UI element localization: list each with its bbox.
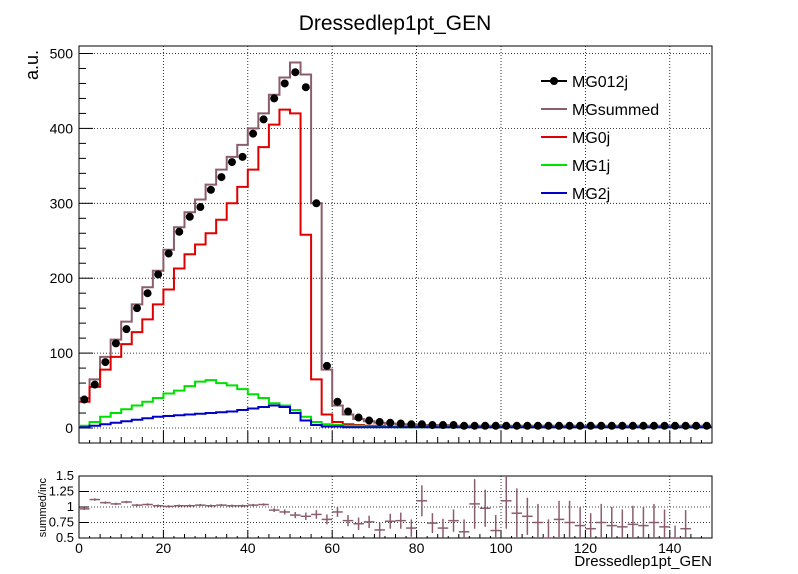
series-mg012j-point (291, 68, 300, 77)
legend-label-mg0j: MG0j (572, 130, 610, 147)
x-tick-label: 80 (409, 540, 425, 556)
y-axis-label: a.u. (22, 50, 42, 80)
series-mg012j-point (101, 358, 110, 367)
series-mg012j-point (354, 413, 363, 422)
x-tick-label: 120 (574, 540, 598, 556)
series-mg012j-point (586, 421, 595, 430)
series-mg012j-point (555, 421, 564, 430)
series-mg012j-point (460, 421, 469, 430)
series-mg012j-point (576, 421, 585, 430)
series-mg012j-point (607, 421, 616, 430)
series-mg012j-point (386, 418, 395, 427)
series-mg012j-point (681, 421, 690, 430)
ratio-y-tick-label: 1 (67, 499, 74, 514)
legend-label-mg012j: MG012j (572, 74, 628, 91)
series-mg1j-line (79, 379, 712, 429)
series-mg012j-point (344, 407, 353, 416)
x-tick-label: 60 (324, 540, 340, 556)
series-mg012j-point (322, 361, 331, 370)
y-tick-label: 100 (50, 345, 74, 361)
series-mg012j-point (597, 421, 606, 430)
ratio-y-axis-label: summed/inc (37, 478, 49, 538)
series-mg012j-point (449, 421, 458, 430)
series-mg012j-point (111, 339, 120, 348)
series-mg012j-point (639, 421, 648, 430)
y-tick-label: 200 (50, 270, 74, 286)
series-mg012j-point (618, 421, 627, 430)
series-mg012j-point (280, 79, 289, 88)
y-tick-label: 500 (50, 45, 74, 61)
series-mg012j-point (481, 421, 490, 430)
series-mg012j-point (407, 420, 416, 429)
series-mg012j-point (396, 419, 405, 428)
series-mg012j-point (227, 158, 236, 167)
ratio-y-tick-label: 0.75 (49, 515, 74, 530)
series-mg012j-point (122, 325, 131, 334)
ratio-y-tick-label: 1.5 (56, 468, 74, 483)
series-mg012j-point (238, 152, 247, 161)
series-mg012j-point (175, 227, 184, 236)
legend-label-mgsummed: MGsummed (572, 102, 659, 119)
x-tick-label: 40 (240, 540, 256, 556)
series-mg012j-point (523, 421, 532, 430)
series-mg012j-point (375, 418, 384, 427)
series-mg012j-point (196, 203, 205, 212)
series-mg012j-point (259, 115, 268, 124)
legend-marker (550, 77, 558, 85)
series-mg012j-point (206, 185, 215, 194)
y-tick-label: 400 (50, 120, 74, 136)
y-tick-label: 300 (50, 195, 74, 211)
series-mg012j-point (154, 270, 163, 279)
series-mg012j-point (365, 416, 374, 425)
series-mg012j-point (333, 397, 342, 406)
series-mg012j-point (164, 249, 173, 258)
legend-label-mg2j: MG2j (572, 186, 610, 203)
series-mg012j-point (660, 421, 669, 430)
series-mg012j-point (417, 420, 426, 429)
series-mg012j-point (312, 199, 321, 208)
series-mg012j-point (628, 421, 637, 430)
ratio-y-tick-label: 0.5 (56, 530, 74, 545)
series-mg012j-point (270, 94, 279, 103)
series-mg012j-point (565, 421, 574, 430)
series-mg012j-point (702, 421, 711, 430)
x-tick-label: 100 (489, 540, 513, 556)
x-axis-label: Dressedlep1pt_GEN (574, 553, 712, 570)
series-mg2j-line (79, 404, 712, 429)
series-mg012j-point (502, 421, 511, 430)
chart-title: Dressedlep1pt_GEN (299, 12, 492, 35)
series-mg012j-point (143, 289, 152, 298)
legend-label-mg1j: MG1j (572, 158, 610, 175)
series-mg012j-point (692, 421, 701, 430)
series-mg012j-point (133, 304, 142, 313)
series-mg012j-point (90, 380, 99, 389)
series-mg012j-point (470, 421, 479, 430)
series-mg012j-point (185, 212, 194, 221)
series-mg012j-point (491, 421, 500, 430)
x-tick-label: 20 (156, 540, 172, 556)
main-plot-area: 0 100 200 300 400 500 MG012j MGsummed MG0j MG1j MG… (50, 45, 713, 444)
series-mg012j-point (649, 421, 658, 430)
series-mg012j-point (80, 395, 89, 404)
series-mg012j-point (512, 421, 521, 430)
series-mg012j-point (249, 129, 258, 138)
x-tick-label: 0 (75, 540, 83, 556)
series-mg0j-line (79, 108, 712, 429)
series-mg012j-point (438, 421, 447, 430)
series-mg012j-point (301, 83, 310, 92)
y-tick-label: 0 (65, 420, 73, 436)
ratio-y-tick-label: 1.25 (49, 484, 74, 499)
series-mg012j-point (428, 421, 437, 430)
series-mg012j-point (544, 421, 553, 430)
series-mg012j-point (671, 421, 680, 430)
series-mg012j-point (217, 173, 226, 182)
x-tick-label: 140 (658, 540, 682, 556)
series-mg012j-point (533, 421, 542, 430)
